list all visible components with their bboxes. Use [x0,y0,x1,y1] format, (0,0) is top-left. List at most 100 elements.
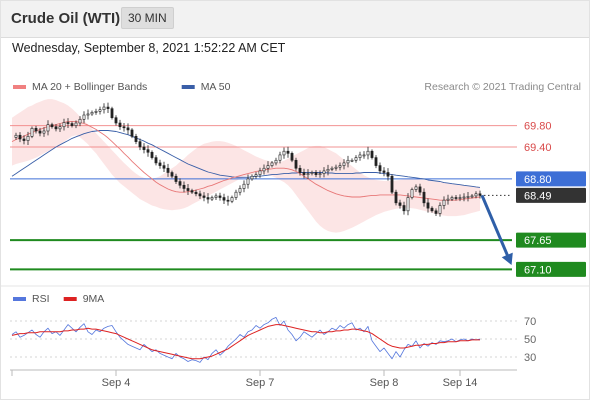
rsi-tick-label: 50 [524,334,536,346]
timeframe-badge[interactable]: 30 MIN [121,7,174,29]
candle-body [82,114,86,120]
candle-body [330,167,334,170]
bollinger-bands [12,99,480,233]
level-label-box [516,171,586,187]
candle-body [378,165,382,172]
candle-body [90,112,94,115]
candle-body [266,165,270,169]
candle-body [426,202,430,209]
legend-swatch [13,85,26,89]
candle-body [250,175,254,180]
candle-body [166,167,170,173]
candle-body [178,181,182,186]
candle-body [78,118,82,124]
candle-body [334,166,338,169]
candle-body [366,150,370,156]
candle-body [462,196,466,199]
level-label-text: 68.80 [524,174,552,186]
candle-body [454,197,458,199]
level-label-text: 67.65 [524,235,552,247]
candle-body [30,128,34,137]
candle-body [206,197,210,200]
forecast-arrow [480,194,513,266]
candle-body [106,106,110,109]
candle-body [458,197,462,199]
candle-body [402,205,406,212]
legend-swatch [181,85,195,89]
candle-body [310,172,314,174]
candle-body [354,157,358,161]
candle-body [142,146,146,150]
candle-body [186,188,190,191]
candle-body [110,108,114,118]
candle-body [430,207,434,212]
candle-body [118,122,122,128]
candle-body [438,205,442,214]
chart-header: Crude Oil (WTI) 30 MIN [0,0,590,38]
candle-body [262,167,266,172]
candle-body [122,126,126,129]
candle-body [286,150,290,154]
rsi-legend: RSI 9MA [13,293,104,305]
candle-body [338,165,342,168]
candle-body [194,191,198,195]
candle-body [154,157,158,164]
candle-body [406,197,410,212]
candle-body [238,188,242,193]
candle-body [358,154,362,158]
candle-body [198,193,202,197]
rsi-tick-label: 30 [524,352,536,364]
level-label-box [516,261,586,277]
candle-body [162,165,166,169]
candle-body [254,174,258,177]
candle-body [102,106,106,111]
ma20-line [11,120,481,201]
candle-body [114,117,118,124]
candle-body [398,202,402,206]
candle-body [270,162,274,166]
candle-body [54,126,58,130]
forecast-arrow-head [501,252,513,266]
candle-body [126,127,130,131]
candle-body [70,123,74,126]
candle-body [478,193,482,196]
bollinger-band-area [12,99,480,233]
candle-body [414,186,418,190]
candle-body [318,173,322,175]
candle-body [94,111,98,113]
ma50-line [11,130,481,188]
level-label-text: 67.10 [524,264,552,276]
candle-body [410,189,414,198]
candle-body [470,195,474,198]
candle-body [50,124,54,128]
candle-body [46,124,50,132]
legend-swatch [63,297,77,301]
candle-body [434,210,438,214]
candle-body [22,138,26,141]
candle-body [282,150,286,156]
legend-swatch [13,297,26,301]
candle-body [370,150,374,158]
rsi-tick-label: 70 [524,316,536,328]
level-label-box [516,232,586,248]
candle-body [350,159,354,162]
candle-body [218,195,222,198]
candle-body [58,126,62,130]
candle-body [294,159,298,169]
candle-body [346,159,350,164]
legend-label: 9MA [83,293,105,305]
price-legend: MA 20 + Bollinger Bands MA 50 [13,81,231,93]
candle-body [18,134,22,140]
candle-body [394,191,398,204]
candle-body [74,122,78,126]
level-label-text: 69.40 [524,142,552,154]
candle-body [214,195,218,198]
candle-body [422,191,426,204]
candle-body [134,136,138,142]
candle-body [450,197,454,200]
candle-body [382,170,386,173]
candle-body [446,198,450,201]
x-tick-label: Sep 7 [246,377,275,389]
candle-body [190,190,194,193]
